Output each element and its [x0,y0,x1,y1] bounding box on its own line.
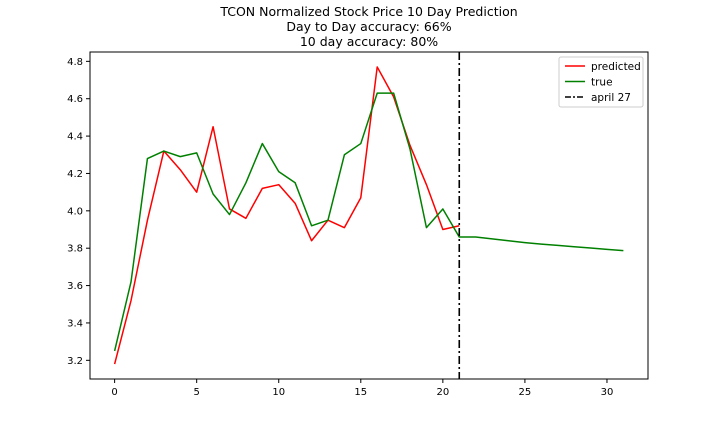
y-tick-label: 3.2 [67,356,83,367]
series-layer [113,66,624,365]
chart-title-line-2: Day to Day accuracy: 66% [286,19,451,34]
y-tick-label: 3.4 [67,318,83,329]
plot-area-frame [89,51,649,380]
legend-label-predicted: predicted [591,61,641,73]
series-line-predicted [113,66,460,365]
x-axis: 0 5 10 15 20 25 30 [111,379,613,398]
y-tick-label: 4.8 [67,57,83,68]
x-tick-label: 10 [272,387,285,398]
y-tick-label: 4.2 [67,169,83,180]
x-tick-label: 0 [111,387,117,398]
y-tick-label: 4.6 [67,94,83,105]
chart-title-line-3: 10 day accuracy: 80% [300,34,438,49]
legend-box [558,56,644,108]
chart-title: TCON Normalized Stock Price 10 Day Predi… [219,4,517,49]
x-tick-label: 20 [436,387,449,398]
chart-title-line-1: TCON Normalized Stock Price 10 Day Predi… [219,4,517,19]
x-tick-label: 30 [601,387,614,398]
legend-label-true: true [591,77,613,89]
legend: predicted true april 27 [558,56,644,108]
legend-label-april-27: april 27 [591,92,631,104]
y-axis: 3.2 3.4 3.6 3.8 4.0 4.2 4.4 4.6 4.8 [67,57,90,367]
x-tick-label: 15 [354,387,367,398]
y-tick-label: 3.8 [67,244,83,255]
x-tick-label: 25 [519,387,532,398]
y-tick-label: 3.6 [67,281,83,292]
y-tick-label: 4.0 [67,206,83,217]
series-line-true [113,92,624,352]
x-tick-label: 5 [193,387,199,398]
y-tick-label: 4.4 [67,132,83,143]
